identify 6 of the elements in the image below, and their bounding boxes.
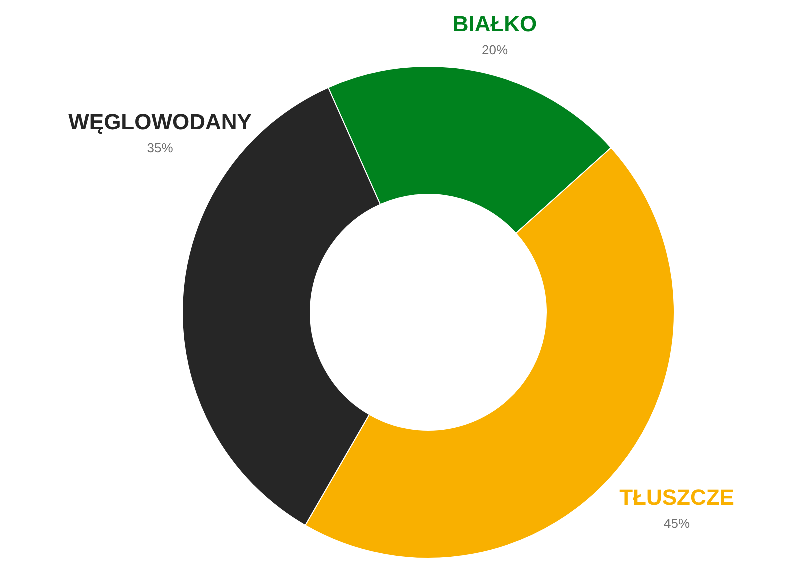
data-label: 35%	[147, 140, 174, 156]
slice-label: BIAŁKO	[452, 12, 538, 36]
slice-label: TŁUSZCZE	[620, 484, 734, 510]
data-label: 45%	[664, 516, 690, 531]
slice-label: WĘGLOWODANY	[68, 109, 252, 134]
data-label: 20%	[482, 42, 508, 58]
